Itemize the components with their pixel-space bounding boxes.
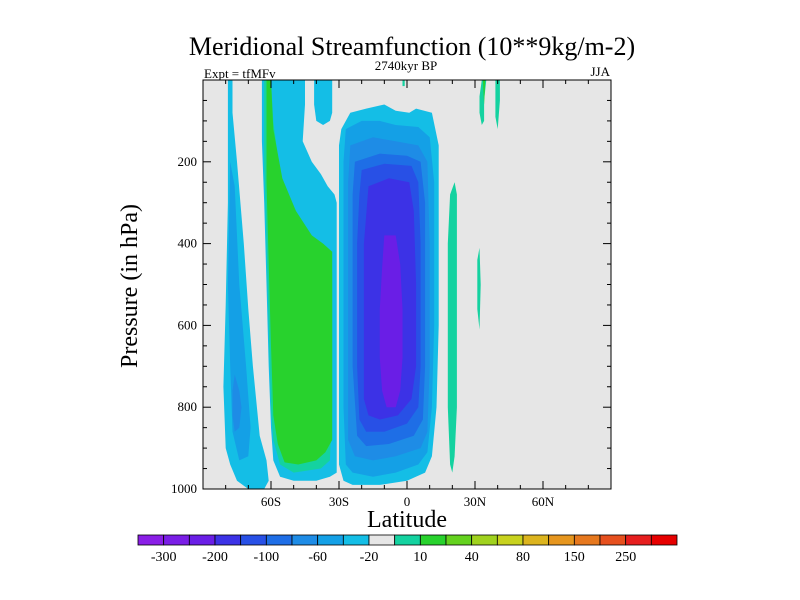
colorbar-box [522, 534, 550, 546]
x-tick-label: 30S [329, 494, 349, 509]
contour-regions [223, 80, 500, 489]
contour-sh-ferrel-green [266, 80, 333, 465]
colorbar-box [317, 534, 344, 546]
colorbar-label: -100 [253, 550, 279, 565]
colorbar-box [445, 534, 473, 546]
colorbar-box [496, 534, 524, 546]
chart-title: Meridional Streamfunction (10**9kg/m-2) [189, 32, 635, 61]
colorbar-box [650, 534, 678, 546]
y-tick-label: 600 [178, 317, 198, 332]
x-axis-label: Latitude [367, 507, 447, 533]
x-tick-label: 30N [464, 494, 487, 509]
colorbar-label: 80 [516, 550, 530, 565]
colorbar-box [419, 534, 447, 546]
axis-ticks: 60S 30S 0 30N 60N 200 400 600 800 1000 [171, 80, 611, 509]
x-tick-label: 0 [404, 494, 411, 509]
colorbar-label: 150 [564, 550, 585, 565]
colorbar-box [265, 534, 293, 546]
colorbar-label: -60 [308, 550, 327, 565]
colorbar-box [214, 534, 242, 546]
colorbar-box [342, 534, 370, 546]
contour-nh-teal-column [447, 182, 457, 473]
contour-tropical-core [379, 235, 403, 408]
y-tick-label: 800 [178, 399, 198, 414]
colorbar: -300 -200 -100 -60 -20 10 40 80 150 250 [137, 534, 678, 565]
y-tick-label: 1000 [171, 481, 197, 496]
contour-nh-thin-sliver [477, 247, 481, 330]
colorbar-label: 10 [413, 550, 427, 565]
contour-sh-outer-cell-core [232, 374, 242, 432]
y-axis-label: Pressure (in hPa) [117, 204, 143, 368]
colorbar-label: 40 [465, 550, 479, 565]
contour-upper-cyan-blob [314, 80, 333, 125]
colorbar-box [291, 534, 319, 546]
contour-nh-upper-green-2 [495, 80, 500, 130]
season-label: JJA [590, 64, 610, 79]
colorbar-box [471, 534, 498, 546]
colorbar-box [188, 534, 216, 546]
colorbar-label: 250 [615, 550, 636, 565]
y-tick-label: 200 [178, 154, 198, 169]
experiment-label: Expt = tfMFv [204, 66, 276, 81]
colorbar-label: -200 [202, 550, 228, 565]
colorbar-box [163, 534, 190, 546]
y-tick-label: 400 [178, 236, 198, 251]
contour-nh-upper-green-core [482, 80, 486, 105]
colorbar-box [240, 534, 267, 546]
colorbar-box [548, 534, 575, 546]
x-tick-label: 60S [261, 494, 281, 509]
colorbar-box [137, 534, 165, 546]
contour-upper-equator-teal [402, 80, 405, 87]
colorbar-box [368, 534, 396, 546]
colorbar-label: -20 [360, 550, 379, 565]
colorbar-box [599, 534, 627, 546]
colorbar-box [573, 534, 601, 546]
x-tick-label: 60N [532, 494, 555, 509]
colorbar-box [625, 534, 652, 546]
colorbar-box [394, 534, 421, 546]
period-label: 2740kyr BP [375, 58, 437, 73]
colorbar-label: -300 [151, 550, 177, 565]
